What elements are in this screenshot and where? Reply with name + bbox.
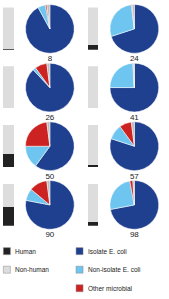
svg-text:Non-human: Non-human (15, 266, 49, 273)
svg-text:41: 41 (130, 113, 139, 122)
svg-text:24: 24 (130, 54, 139, 63)
svg-text:Human: Human (15, 248, 36, 255)
svg-text:Other microbial: Other microbial (88, 285, 133, 292)
svg-text:57: 57 (130, 172, 139, 181)
svg-text:8: 8 (48, 54, 53, 63)
svg-text:Non-isolate E. coli: Non-isolate E. coli (88, 266, 140, 273)
svg-text:98: 98 (130, 230, 139, 239)
svg-text:26: 26 (45, 113, 54, 122)
svg-text:50: 50 (45, 172, 54, 181)
svg-text:Isolate E. coli: Isolate E. coli (88, 248, 127, 255)
svg-text:90: 90 (45, 230, 54, 239)
